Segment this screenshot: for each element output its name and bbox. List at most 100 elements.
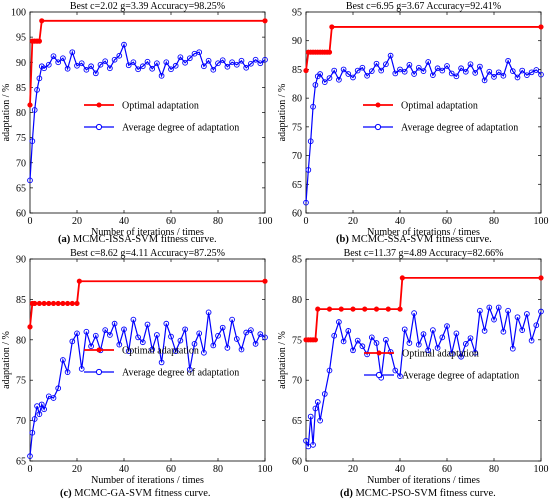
data-point — [125, 62, 132, 69]
legend-swatch-marker — [96, 347, 102, 353]
data-point — [326, 306, 333, 312]
data-point — [186, 366, 193, 373]
x-tick-label: 0 — [28, 464, 33, 475]
data-point — [196, 49, 203, 56]
data-point — [345, 71, 352, 77]
data-point — [172, 62, 179, 69]
data-point — [420, 68, 427, 75]
data-point — [130, 59, 137, 66]
plot-frame — [305, 258, 542, 462]
series-average — [303, 304, 544, 450]
data-point — [69, 300, 75, 307]
x-axis-label: Number of iterations / times — [91, 475, 204, 486]
y-axis-label: adaptation / % — [277, 84, 288, 142]
caption-label: (c) — [60, 488, 72, 499]
data-point — [340, 338, 347, 345]
data-point — [411, 310, 417, 316]
data-point — [163, 320, 170, 327]
data-point — [383, 336, 389, 343]
data-point — [430, 72, 436, 79]
y-tick-label: 95 — [292, 8, 302, 19]
plot-frame — [29, 11, 266, 214]
data-point — [397, 306, 403, 312]
data-point — [307, 138, 314, 145]
caption-text: MCMC-SSA-SVM fitness curve. — [349, 234, 492, 245]
series-average — [27, 309, 268, 460]
data-point — [262, 334, 268, 341]
data-point — [303, 199, 309, 206]
y-tick-label: 75 — [292, 335, 302, 346]
data-point — [472, 70, 479, 76]
data-point — [340, 66, 347, 73]
data-point — [406, 61, 413, 68]
y-tick-label: 70 — [16, 416, 26, 427]
data-point — [168, 333, 174, 340]
x-tick-label: 60 — [442, 216, 452, 227]
x-axis-label: Number of iterations / times — [367, 475, 480, 486]
data-point — [385, 306, 391, 312]
caption-label: (a) — [58, 234, 71, 245]
data-point — [139, 63, 146, 70]
data-point — [224, 63, 231, 70]
data-point — [248, 327, 254, 333]
data-point — [519, 67, 526, 74]
data-point — [533, 322, 540, 329]
data-point — [55, 59, 62, 66]
legend-label: Average degree of adaptation — [401, 123, 518, 134]
data-point — [177, 54, 184, 61]
data-point — [439, 334, 446, 341]
data-point — [46, 300, 52, 307]
x-tick-label: 20 — [72, 464, 82, 475]
data-point — [224, 345, 231, 351]
legend-label: Optimal adaptation — [402, 349, 479, 360]
data-point — [317, 417, 323, 424]
data-point — [406, 340, 413, 346]
data-point — [74, 330, 80, 337]
x-tick-label: 80 — [489, 464, 499, 475]
data-point — [27, 177, 33, 184]
data-point — [243, 64, 250, 71]
series-average — [27, 41, 268, 184]
x-tick-label: 60 — [166, 464, 176, 475]
chart-title: Best c=6.95 g=3.67 Accuracy=92.41% — [346, 1, 501, 12]
data-point — [78, 366, 85, 372]
data-point — [533, 67, 540, 73]
data-point — [55, 385, 62, 392]
data-point — [41, 406, 47, 413]
data-point — [121, 326, 127, 333]
data-point — [415, 341, 422, 348]
y-tick-label: 80 — [292, 295, 302, 306]
data-point — [121, 41, 127, 48]
legend: Optimal adaptation Average degree of adap… — [84, 346, 239, 379]
data-point — [444, 323, 450, 329]
y-tick-label: 70 — [292, 376, 302, 387]
legend-label: Average degree of adaptation — [402, 371, 519, 382]
legend-swatch-marker — [96, 102, 102, 108]
data-point — [29, 429, 36, 436]
data-point — [111, 56, 118, 63]
data-point — [453, 330, 460, 337]
x-tick-label: 20 — [348, 464, 358, 475]
series-line — [305, 26, 541, 71]
data-point — [50, 395, 57, 401]
data-point — [168, 66, 174, 73]
y-axis-label: adaptation / % — [1, 331, 12, 389]
y-tick-label: 95 — [16, 33, 26, 44]
data-point — [481, 328, 488, 334]
series-optimal — [303, 24, 544, 74]
chart-title: Best c=2.02 g=3.39 Accuracy=98.25% — [70, 1, 225, 12]
caption-label: (b) — [336, 234, 349, 245]
data-point — [321, 391, 328, 397]
data-point — [425, 347, 432, 354]
data-point — [219, 57, 226, 64]
data-point — [486, 304, 493, 311]
y-tick-label: 65 — [16, 457, 26, 468]
data-point — [135, 66, 141, 73]
data-point — [39, 18, 45, 24]
data-point — [472, 349, 479, 356]
data-point — [491, 316, 497, 323]
data-point — [88, 343, 94, 350]
data-point — [434, 345, 441, 351]
y-tick-label: 75 — [292, 122, 302, 133]
data-point — [500, 72, 507, 79]
